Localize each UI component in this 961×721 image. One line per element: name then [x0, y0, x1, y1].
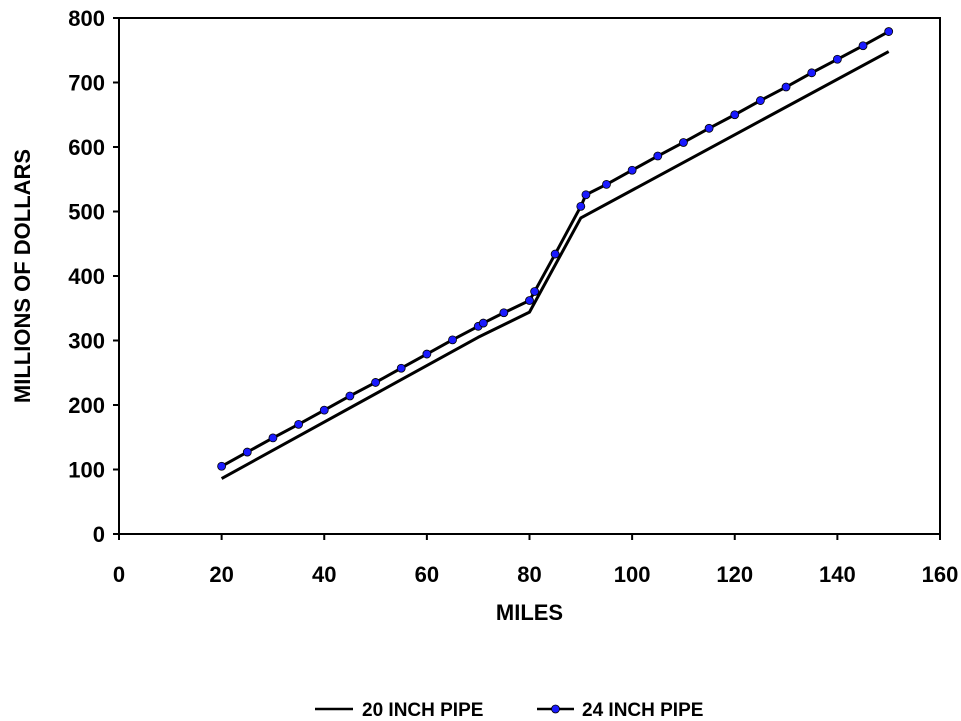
y-tick-label: 600	[68, 135, 105, 160]
data-point	[499, 308, 509, 318]
x-axis-title: MILES	[496, 600, 563, 625]
x-tick-label: 100	[614, 562, 651, 587]
data-point	[217, 461, 227, 471]
data-point	[627, 165, 637, 175]
data-point	[602, 180, 611, 189]
x-tick-label: 20	[209, 562, 233, 587]
data-point	[832, 54, 842, 64]
y-axis-title: MILLIONS OF DOLLARS	[10, 149, 35, 403]
y-tick-label: 500	[68, 200, 105, 225]
data-point	[781, 82, 791, 92]
y-tick-label: 800	[68, 6, 105, 31]
data-point	[679, 138, 688, 147]
x-tick-label: 120	[716, 562, 753, 587]
data-point	[525, 296, 534, 305]
data-point	[807, 68, 817, 78]
x-tick-label: 80	[517, 562, 541, 587]
data-point	[242, 447, 252, 457]
data-point	[448, 335, 457, 345]
data-point	[653, 151, 663, 161]
series-layer	[217, 27, 894, 480]
y-tick-label: 300	[68, 329, 105, 354]
y-tick-label: 700	[68, 71, 105, 96]
data-point	[396, 363, 406, 373]
data-point	[884, 27, 894, 36]
legend: 20 INCH PIPE 24 INCH PIPE	[315, 700, 703, 721]
data-point	[371, 378, 380, 387]
x-tick-label: 60	[415, 562, 439, 587]
y-tick-label: 200	[68, 393, 105, 418]
data-point	[730, 110, 740, 120]
y-axis: 0 100 200 300 400 500 600 700 800	[68, 6, 119, 547]
x-tick-label: 40	[312, 562, 336, 587]
x-axis: 0 20 40 60 80 100 120 140 160	[113, 534, 958, 587]
data-point	[756, 96, 765, 105]
data-point	[478, 318, 488, 328]
data-point	[581, 190, 591, 200]
data-point	[268, 433, 278, 443]
x-tick-label: 0	[113, 562, 125, 587]
series-line-0	[220, 50, 890, 480]
y-tick-label: 0	[93, 522, 105, 547]
x-tick-label: 140	[819, 562, 856, 587]
legend-marker-24-inch	[551, 704, 560, 714]
data-point	[704, 123, 714, 133]
data-point	[530, 287, 540, 296]
data-point	[319, 405, 329, 415]
data-point	[858, 41, 868, 51]
data-point	[294, 419, 303, 429]
series-line-1	[220, 30, 890, 468]
data-point	[550, 249, 560, 259]
legend-label-20-inch: 20 INCH PIPE	[362, 700, 483, 721]
data-point	[422, 349, 432, 359]
y-tick-label: 400	[68, 264, 105, 289]
legend-label-24-inch: 24 INCH PIPE	[582, 700, 703, 721]
data-point	[576, 201, 586, 211]
data-point	[345, 391, 355, 401]
y-tick-label: 100	[68, 458, 105, 483]
x-tick-label: 160	[922, 562, 959, 587]
